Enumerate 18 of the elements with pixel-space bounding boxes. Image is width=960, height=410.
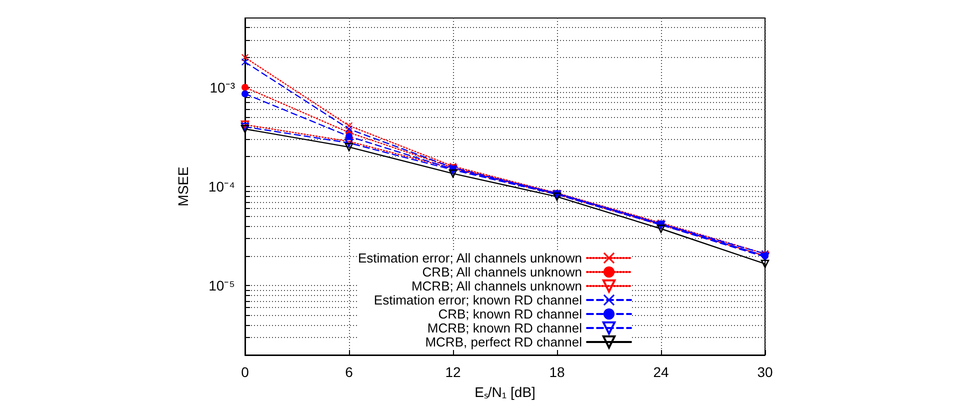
legend-label: MCRB; All channels unknown	[411, 278, 582, 294]
legend-label: CRB; All channels unknown	[422, 264, 582, 280]
x-tick-label: 24	[653, 364, 669, 380]
legend-label: MCRB, perfect RD channel	[425, 334, 582, 350]
x-tick-label: 0	[241, 364, 250, 380]
x-tick-label: 12	[445, 364, 461, 380]
x-tick-label: 30	[757, 364, 773, 380]
x-axis-title: Eₛ/N₁ [dB]	[474, 384, 536, 400]
y-tick-label: 10⁻⁵	[208, 278, 235, 294]
legend-label: Estimation error; All channels unknown	[358, 250, 582, 266]
x-tick-label: 6	[345, 364, 354, 380]
legend-label: Estimation error; known RD channel	[374, 292, 582, 308]
x-tick-label: 18	[549, 364, 565, 380]
y-tick-label: 10⁻³	[210, 79, 236, 96]
y-tick-label: 10⁻⁴	[208, 178, 235, 194]
y-axis-title: MSEE	[175, 166, 191, 206]
legend-label: MCRB; known RD channel	[427, 320, 582, 336]
legend-label: CRB; known RD channel	[438, 306, 582, 322]
